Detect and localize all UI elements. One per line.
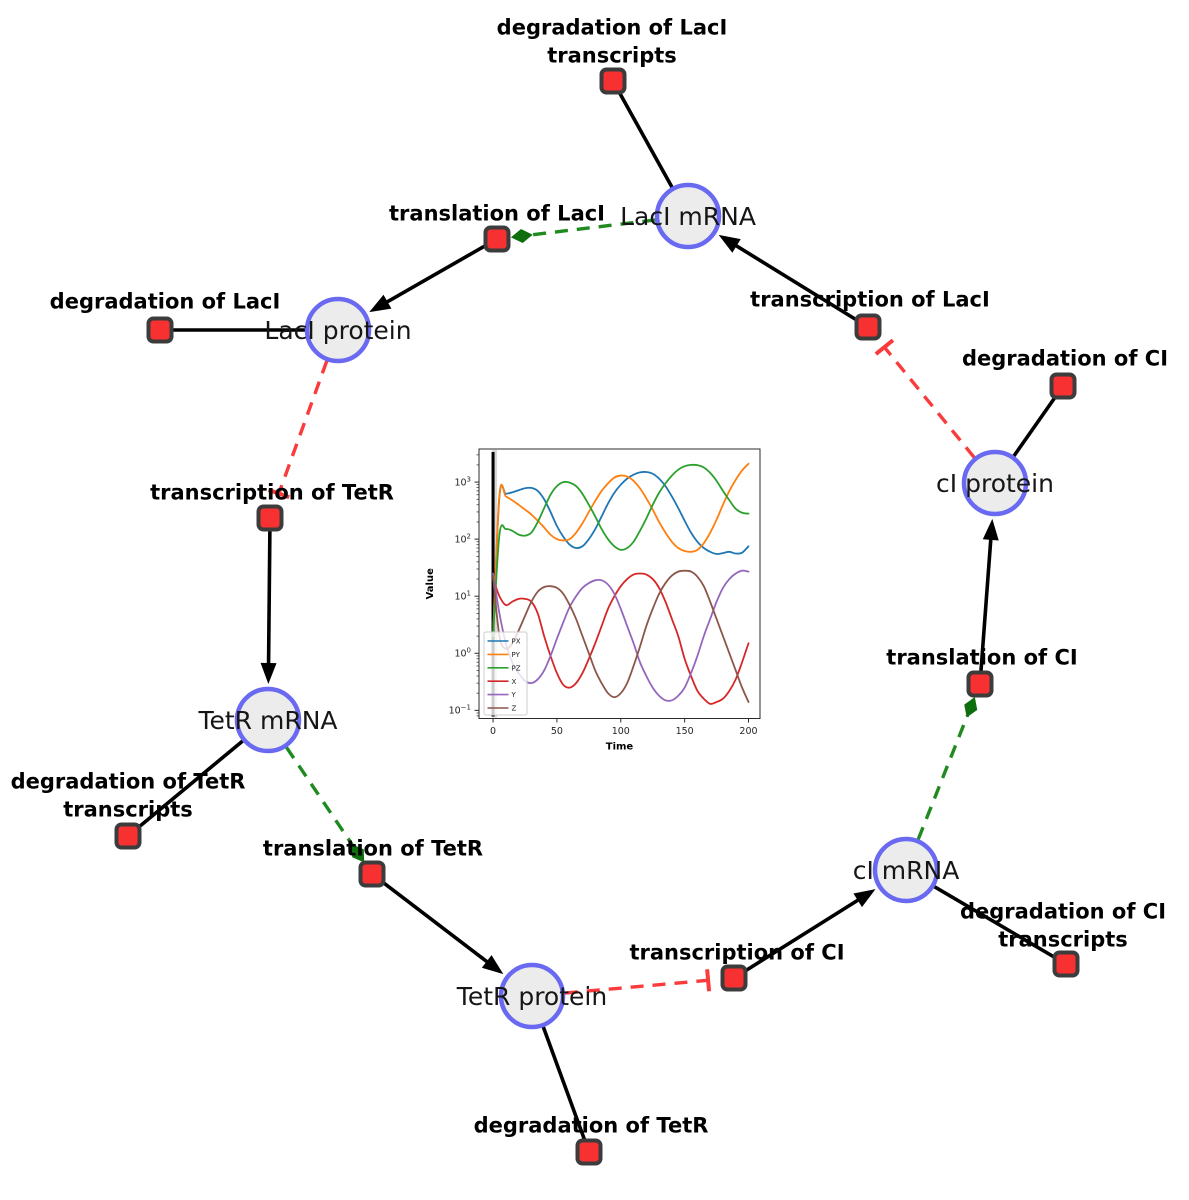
inset-chart: 0 50 100 150 200Time10−1100101102103ValuePXP… [420,430,775,753]
chart-series-PY [492,462,750,638]
reaction-label-transcr-tetr: transcription of TetR [150,481,394,505]
chart-series-Z [492,569,750,703]
reaction-label-deg-tetr-tx: transcripts [63,798,193,822]
edge-transl-laci-laci-protein [369,237,498,313]
chart-figure-background [420,430,775,746]
reaction-label-transl-tetr: translation of TetR [263,837,483,861]
chart-x-tick-label: 50 [551,726,563,737]
edge-transcr-laci-laci-mrna [718,234,869,329]
reaction-label-deg-laci-tx: transcripts [547,44,677,68]
chart-x-tick-label: 0 [490,726,496,737]
chart-x-tick-label: 150 [676,726,694,737]
reaction-node-deg-tetr[interactable] [575,1138,603,1166]
arrowhead-icon [718,234,741,253]
reaction-label-deg-laci: degradation of LacI [50,290,281,314]
reaction-label-deg-ci-tx: degradation of CI [960,900,1166,924]
legend-label-PX: PX [512,638,521,646]
reaction-label-deg-tetr: degradation of TetR [474,1114,709,1138]
chart-x-tick-label: 200 [739,726,757,737]
reaction-node-transcr-ci[interactable] [720,964,748,992]
edge-tetr-protein-transcr-ci [564,969,712,995]
chart-legend: PX PY PZ XYZ [483,631,528,716]
chart-series-X [492,572,750,705]
reaction-node-deg-laci-tx[interactable] [599,67,627,95]
labels-layer: LacI mRNA LacI protein TetR mRNA TetR prote… [11,16,1168,1138]
inhibition-tee-icon [705,969,712,992]
species-label-laci-protein: LacI protein [264,316,411,345]
reaction-label-transcr-laci: transcription of LacI [750,288,990,312]
chart-series-Y [492,569,750,702]
chart-x-tick-label: 100 [612,726,630,737]
legend-label-PY: PY [512,651,521,659]
chart-x-axis: 0 50 100 150 200 [490,718,758,737]
edge-transl-ci-ci-protein [978,518,999,685]
edge-transcr-ci-ci-mrna [733,889,876,980]
edge-ci-mrna-transl-ci [916,697,978,840]
arrowhead-icon [481,955,504,975]
reaction-node-deg-laci[interactable] [146,316,174,344]
diamond-arrowhead-icon [351,844,365,863]
chart-series-PZ [492,463,750,638]
reaction-label-deg-laci-tx: degradation of LacI [497,16,728,40]
chart-plot-area [478,448,761,719]
species-label-tetr-mrna: TetR mRNA [197,706,337,735]
edge-transcr-tetr-tetr-mrna [260,517,277,684]
diamond-arrowhead-icon [964,697,978,718]
reaction-label-deg-tetr-tx: degradation of TetR [11,770,246,794]
edge-laci-mrna-transl-laci [510,218,656,243]
edge-tetr-mrna-transl-tetr [285,746,365,863]
arrowhead-icon [369,294,392,313]
species-label-laci-mrna: LacI mRNA [620,202,756,231]
reaction-node-deg-ci-tx[interactable] [1052,950,1080,978]
reaction-node-deg-tetr-tx[interactable] [114,822,142,850]
edge-transl-tetr-tetr-protein [370,872,504,975]
species-label-ci-mrna: cI mRNA [853,856,960,885]
reaction-label-transl-ci: translation of CI [886,646,1077,670]
species-node-tetr-protein[interactable] [498,962,566,1030]
chart-legend-box [483,631,528,716]
reaction-node-transl-tetr[interactable] [358,860,386,888]
reaction-node-transl-ci[interactable] [966,670,994,698]
legend-label-PZ: PZ [512,664,521,672]
legend-label-X: X [512,678,517,686]
reaction-node-transcr-laci[interactable] [854,313,882,341]
species-node-ci-protein[interactable] [961,449,1029,517]
nodes-layer [114,67,1080,1166]
reaction-label-deg-ci: degradation of CI [962,347,1168,371]
reaction-node-transcr-tetr[interactable] [256,504,284,532]
arrowhead-icon [982,518,999,541]
reaction-node-transl-laci[interactable] [483,225,511,253]
inhibition-tee-icon [267,487,290,500]
inhibition-tee-icon [874,338,895,356]
legend-label-Z: Z [512,705,517,713]
reaction-label-transcr-ci: transcription of CI [629,941,844,965]
chart-xlabel: Time [606,742,634,753]
chart-ylabel: Value [425,568,436,599]
reaction-node-deg-ci[interactable] [1049,372,1077,400]
species-node-laci-mrna[interactable] [654,182,722,250]
arrowhead-icon [260,662,277,684]
species-label-ci-protein: cI protein [936,469,1054,498]
edge-laci-protein-transcr-tetr [267,360,329,500]
species-node-laci-protein[interactable] [304,296,372,364]
species-node-ci-mrna[interactable] [872,836,940,904]
diamond-arrowhead-icon [510,229,533,243]
species-label-tetr-protein: TetR protein [456,982,607,1011]
legend-label-Y: Y [511,691,517,699]
arrowhead-icon [853,889,876,908]
reaction-label-transl-laci: translation of LacI [389,202,605,226]
edge-ci-protein-transcr-laci [874,338,976,459]
reaction-label-deg-ci-tx: transcripts [998,928,1128,952]
chart-series-PX [492,471,750,638]
species-node-tetr-mrna[interactable] [234,686,302,754]
